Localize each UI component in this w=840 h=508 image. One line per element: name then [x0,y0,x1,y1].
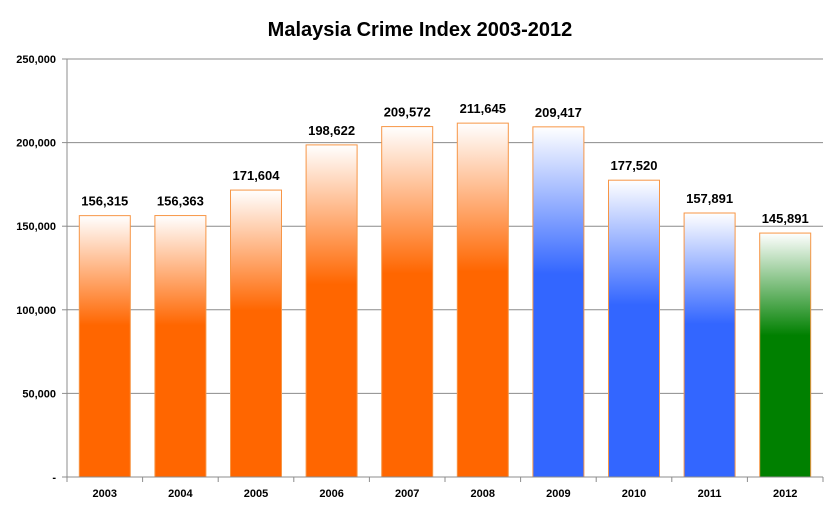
data-label-2009: 209,417 [535,105,582,120]
data-label-2005: 171,604 [233,168,281,183]
x-tick-label: 2006 [319,488,343,500]
bar-2012 [759,232,812,478]
bar-2006 [305,144,358,478]
y-axis-ticks: - 50,000 100,000 150,000 200,000 250,000 [16,54,67,484]
y-tick-label: 150,000 [16,221,56,233]
data-label-2006: 198,622 [308,123,355,138]
y-tick-label: 200,000 [16,138,56,150]
y-tick-label: 100,000 [16,305,56,317]
data-label-2011: 157,891 [686,191,733,206]
x-tick-label: 2009 [546,488,570,500]
x-tick-label: 2003 [93,488,117,500]
y-tick-label: 50,000 [22,388,56,400]
x-tick-label: 2010 [622,488,646,500]
data-label-2012: 145,891 [762,211,809,226]
y-tick-label: - [52,472,56,484]
bars [78,122,812,478]
chart-title: Malaysia Crime Index 2003-2012 [268,19,573,41]
bar-2010 [608,179,660,478]
x-tick-label: 2007 [395,488,419,500]
data-label-2007: 209,572 [384,105,431,120]
bar-2011 [683,212,736,478]
bar-2008 [456,122,509,478]
x-tick-label: 2004 [168,488,193,500]
x-tick-label: 2012 [773,488,797,500]
bar-2009 [532,126,585,478]
data-label-2003: 156,315 [81,194,128,209]
bar-2004 [154,215,207,478]
x-tick-label: 2008 [471,488,495,500]
bar-2005 [230,189,282,478]
y-tick-label: 250,000 [16,54,56,66]
x-tick-label: 2005 [244,488,268,500]
x-axis-ticks: 2003 2004 2005 2006 2007 2008 2009 2010 2011 2012 [66,477,824,500]
data-labels: 156,315 156,363 171,604 198,622 209,572 211,6… [81,101,808,226]
data-label-2010: 177,520 [611,158,658,173]
data-label-2004: 156,363 [157,194,204,209]
bar-2007 [381,126,434,478]
x-tick-label: 2011 [698,488,722,500]
data-label-2008: 211,645 [460,101,506,116]
bar-2003 [78,215,131,478]
